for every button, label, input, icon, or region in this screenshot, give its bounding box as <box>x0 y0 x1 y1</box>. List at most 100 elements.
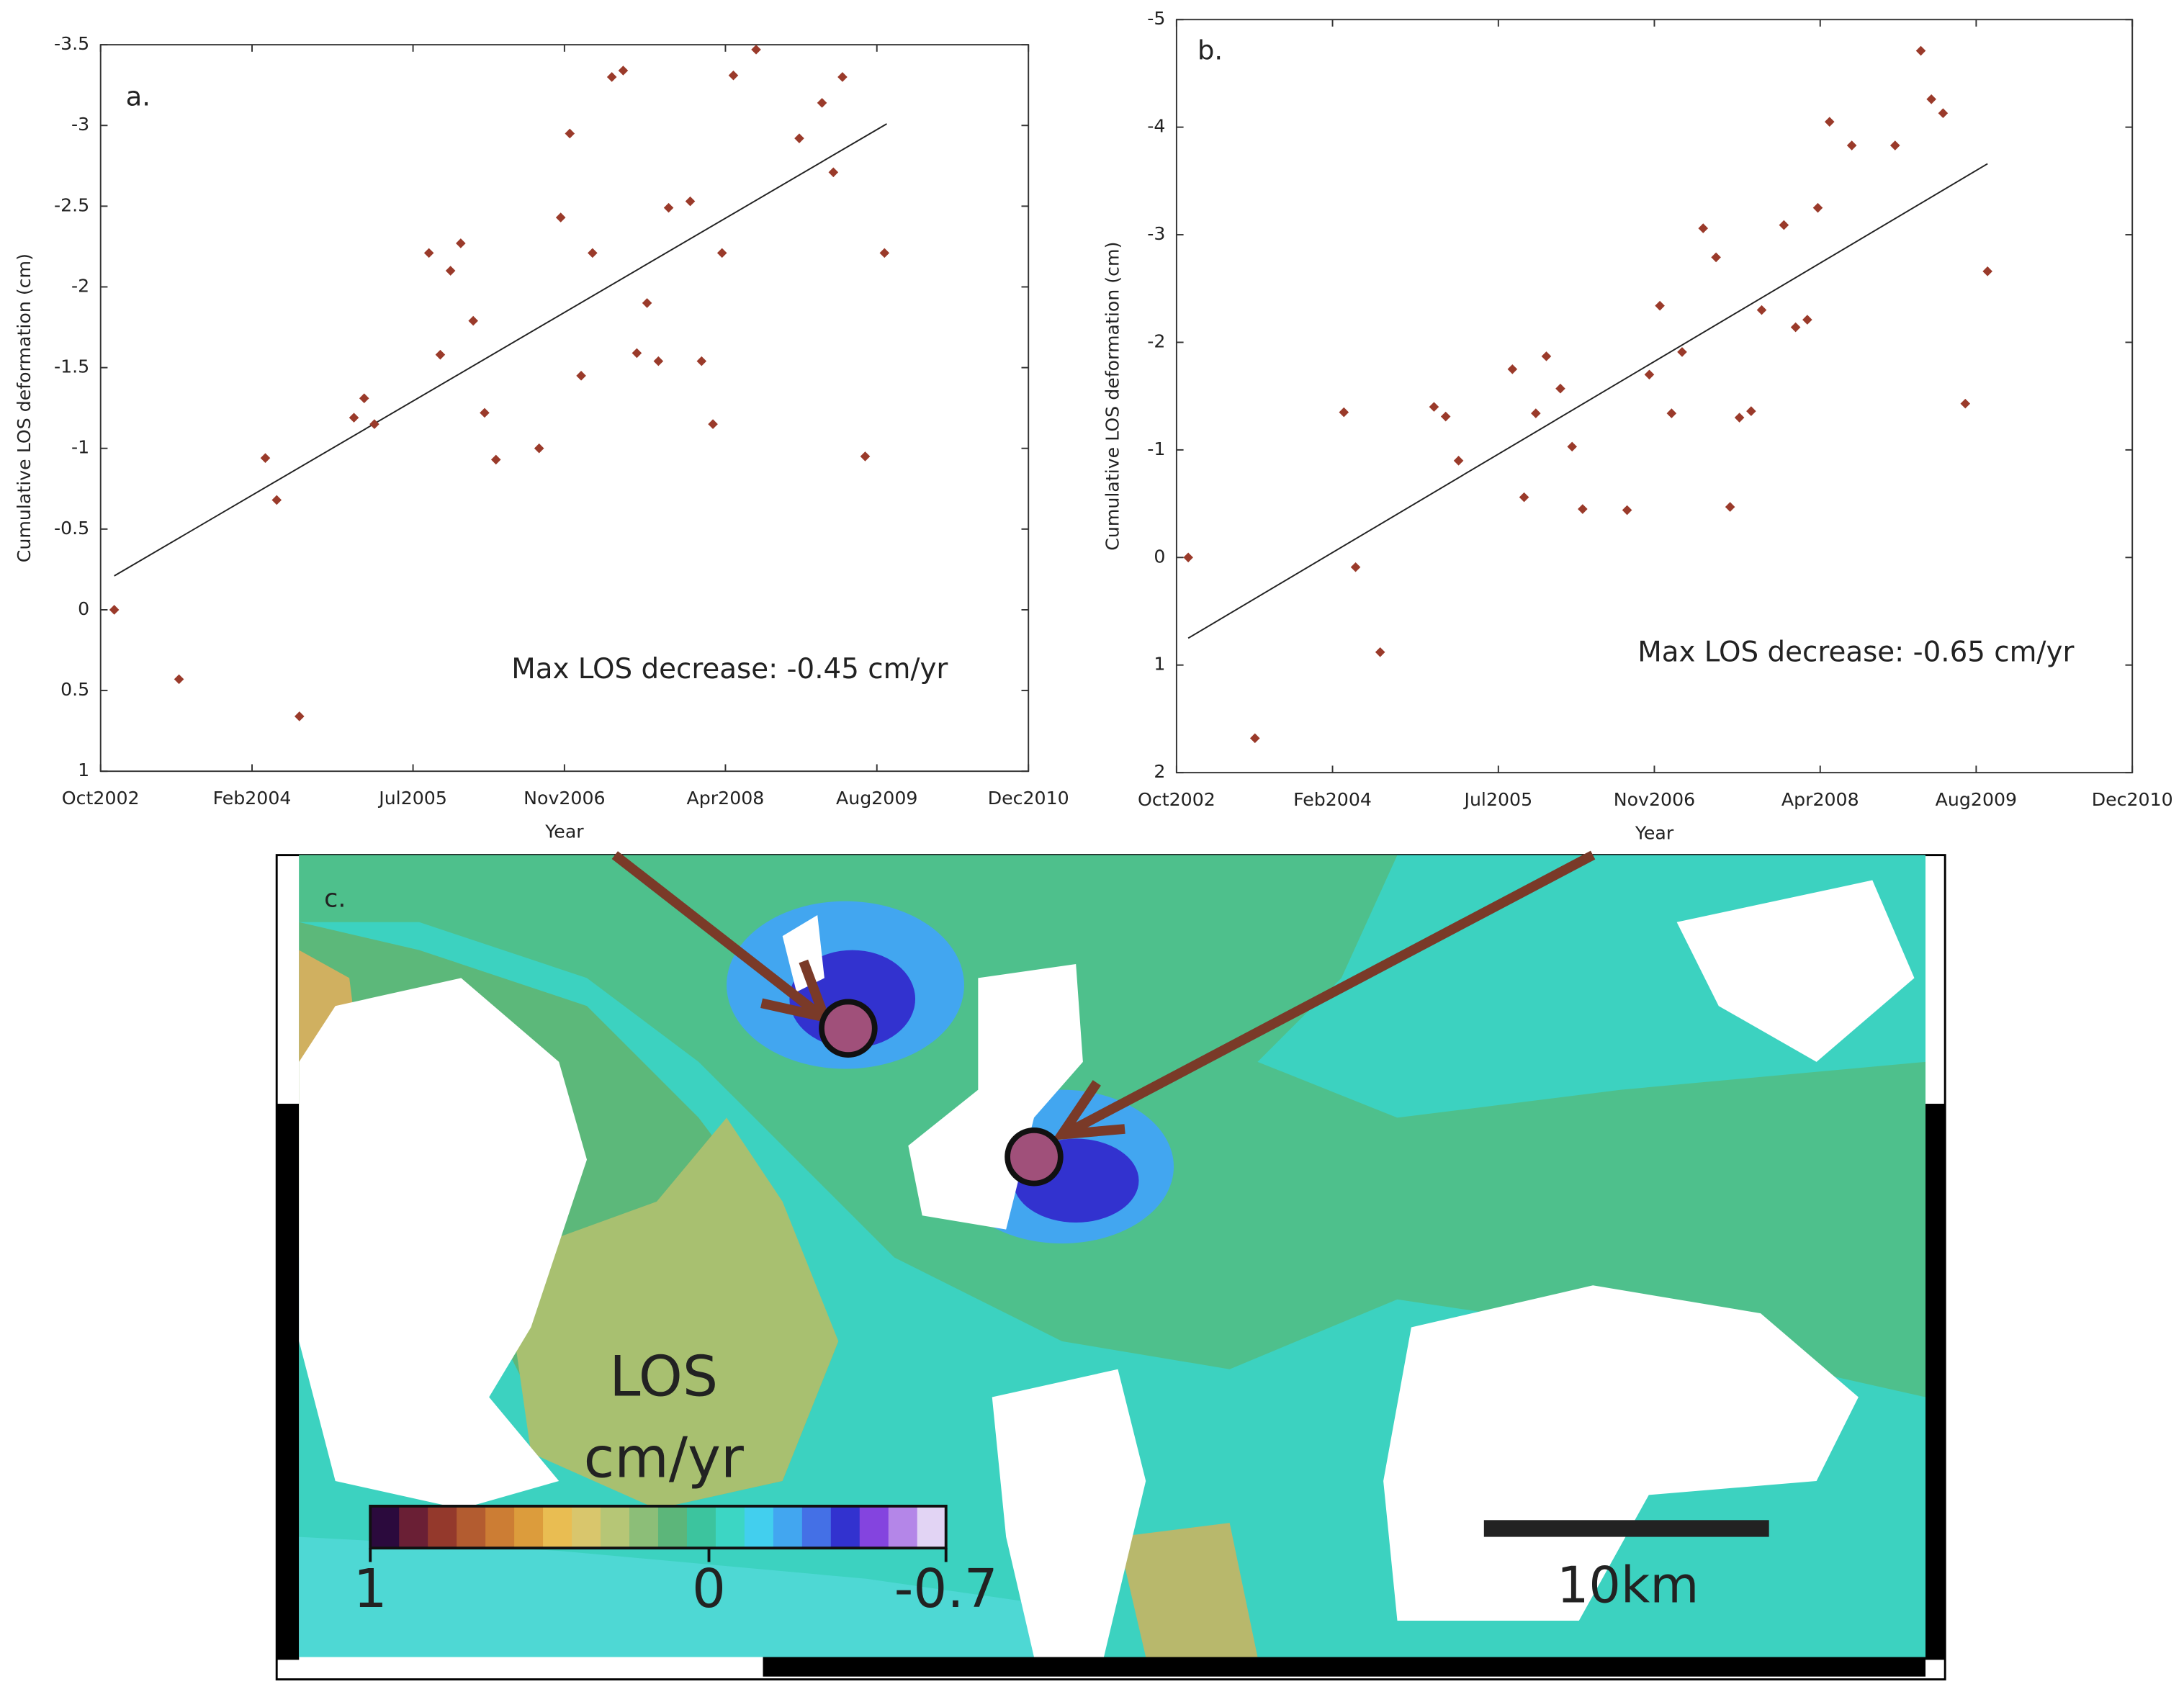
no-data <box>908 963 1083 1230</box>
y-tick-label: -2 <box>71 275 89 296</box>
data-point <box>435 349 446 360</box>
x-tick-label: Feb2004 <box>213 788 292 809</box>
data-point <box>1960 398 1971 409</box>
data-point <box>490 454 501 465</box>
colorbar-frame <box>369 1504 948 1550</box>
data-point <box>716 248 727 258</box>
y-tick-label: -3 <box>71 114 89 135</box>
annotation: Max LOS decrease: -0.45 cm/yr <box>511 653 948 685</box>
data-point <box>369 419 379 429</box>
colorbar-swatch <box>629 1505 659 1549</box>
data-point <box>1249 733 1260 744</box>
colorbar-swatch <box>601 1505 630 1549</box>
data-point <box>534 443 544 454</box>
x-tick-label: Apr2008 <box>1781 789 1859 810</box>
panel-label: c. <box>324 885 346 914</box>
no-data <box>299 978 588 1509</box>
x-tick-label: Nov2006 <box>1614 789 1695 810</box>
x-axis-label: Year <box>1635 823 1674 844</box>
y-tick-label: 1 <box>1154 654 1165 675</box>
scale-bar-label: 10km <box>1557 1556 1699 1614</box>
colorbar-swatch <box>917 1505 947 1549</box>
y-tick-label: -2.5 <box>54 194 89 215</box>
data-point <box>1375 647 1385 657</box>
data-point <box>1339 407 1349 418</box>
data-point <box>879 248 890 258</box>
trend-line <box>114 123 887 577</box>
charts: -3.5 -3 -2.5 -2 -1.5 -1 -0.5 0 0.5 1 Oct2002 Feb200… <box>14 8 2173 843</box>
no-data <box>992 1369 1146 1657</box>
no-data <box>782 915 824 992</box>
data-point <box>1698 223 1709 233</box>
data-point <box>1622 505 1632 516</box>
data-point <box>1666 408 1677 418</box>
colorbar-swatch <box>859 1505 889 1549</box>
data-point <box>1824 117 1835 127</box>
data-point <box>588 248 598 258</box>
scale-bar <box>1483 1520 1769 1537</box>
data-point <box>794 133 804 143</box>
data-point <box>565 128 575 139</box>
colorbar-swatch <box>485 1505 516 1549</box>
arrow <box>611 851 821 1017</box>
legend-title: cm/yr <box>584 1426 744 1490</box>
colorbar-swatch <box>399 1505 429 1549</box>
data-point <box>728 70 739 81</box>
data-point <box>817 98 827 108</box>
data-point <box>480 408 490 418</box>
data-point <box>708 419 718 429</box>
y-tick-label: -4 <box>1147 116 1165 137</box>
panel-label: b. <box>1197 35 1223 66</box>
x-tick-label: Dec2010 <box>988 788 1069 809</box>
panel-label: a. <box>126 81 150 112</box>
trend-line <box>1187 163 1988 639</box>
data-point <box>696 356 707 366</box>
y-tick-label: 0 <box>78 598 89 619</box>
y-tick-label: 2 <box>1154 761 1165 782</box>
colorbar-swatch <box>801 1505 832 1549</box>
colorbar-swatch <box>657 1505 688 1549</box>
x-tick-label: Aug2009 <box>836 788 917 809</box>
data-point <box>1812 202 1823 213</box>
y-axis-label: Cumulative LOS deformation (cm) <box>1102 242 1123 551</box>
y-tick-label: -3 <box>1147 223 1165 244</box>
colorbar-swatch <box>773 1505 803 1549</box>
y-tick-label: 0 <box>1154 546 1165 567</box>
data-point <box>109 605 120 615</box>
data-point <box>642 298 652 308</box>
map-border <box>1925 1104 1946 1660</box>
data-point <box>860 451 871 462</box>
data-point <box>632 348 642 359</box>
data-point <box>1846 140 1857 150</box>
colorbar-swatch <box>370 1505 400 1549</box>
x-tick-label: Oct2002 <box>62 788 140 809</box>
data-point <box>1183 552 1193 563</box>
data-point <box>1440 411 1451 422</box>
data-point <box>837 72 848 82</box>
data-point <box>1429 402 1439 412</box>
colorbar-swatch <box>744 1505 774 1549</box>
y-tick-label: -5 <box>1147 8 1165 29</box>
data-point <box>653 356 664 366</box>
x-tick-label: Apr2008 <box>687 788 765 809</box>
x-tick-label: Aug2009 <box>1936 789 2017 810</box>
data-point <box>685 196 696 207</box>
y-tick-label: -2 <box>1147 330 1165 351</box>
colorbar-tick-label: 0 <box>692 1559 726 1620</box>
x-tick-label: Nov2006 <box>523 788 605 809</box>
data-point <box>1644 369 1655 380</box>
site-marker <box>819 999 878 1058</box>
data-point <box>295 711 305 721</box>
colorbar-swatch <box>543 1505 573 1549</box>
x-tick-label: Feb2004 <box>1293 789 1372 810</box>
map-panel: 10km c. LOS cm/yr 1 0 -0.7 <box>275 850 1946 1680</box>
data-point <box>445 266 456 276</box>
y-tick-label: -1.5 <box>54 356 89 377</box>
colorbar-swatch <box>715 1505 745 1549</box>
colorbar-swatch <box>888 1505 918 1549</box>
y-axis-label: Cumulative LOS deformation (cm) <box>14 253 35 562</box>
colorbar-swatch <box>457 1505 487 1549</box>
colorbar-swatch <box>514 1505 544 1549</box>
y-tick-label: 1 <box>78 760 89 780</box>
